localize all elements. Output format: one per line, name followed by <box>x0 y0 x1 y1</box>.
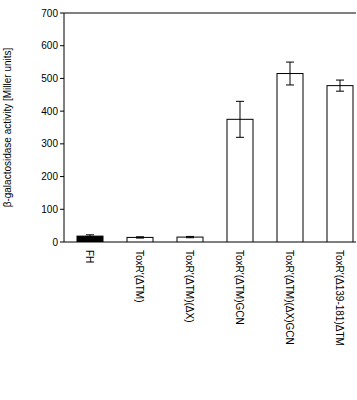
x-tick-label: ToxR'(Δ139-181)ΔTM <box>334 250 345 346</box>
error-cap <box>86 234 94 235</box>
x-tick-label: ToxR'(ΔTM)(ΔX)GCN <box>284 250 295 345</box>
y-tick-label: 400 <box>41 106 58 117</box>
x-axis <box>64 242 356 243</box>
y-tick <box>60 45 64 46</box>
x-tick-label: ToxR'(ΔTM) <box>134 250 145 302</box>
y-tick-label: 200 <box>41 171 58 182</box>
bar <box>127 237 153 242</box>
y-tick <box>60 209 64 210</box>
x-tick-label: ToxR'(ΔTM)GCN <box>234 250 245 325</box>
error-cap <box>186 237 194 238</box>
error-bar <box>286 62 294 85</box>
y-tick <box>60 176 64 177</box>
y-tick-label: 0 <box>52 237 58 248</box>
y-tick <box>60 143 64 144</box>
error-cap <box>186 236 194 237</box>
error-cap <box>336 80 344 81</box>
y-tick-label: 300 <box>41 138 58 149</box>
y-tick-label: 600 <box>41 40 58 51</box>
y-axis <box>64 13 65 242</box>
error-bar <box>236 101 244 137</box>
y-tick <box>60 242 64 243</box>
error-bar <box>136 237 144 238</box>
bars <box>77 62 353 242</box>
bar <box>327 86 353 242</box>
error-bar <box>336 80 344 91</box>
chart: β-galactosidase activity [Miller units] 0… <box>0 0 357 400</box>
error-cap <box>86 237 94 238</box>
error-cap <box>286 62 294 63</box>
bar <box>177 237 203 242</box>
bar <box>77 236 103 242</box>
top-frame <box>64 13 356 14</box>
y-axis-label: β-galactosidase activity [Miller units] <box>2 47 13 207</box>
error-cap <box>236 101 244 102</box>
bar <box>277 74 303 242</box>
error-cap <box>236 137 244 138</box>
error-cap <box>136 236 144 237</box>
error-cap <box>286 84 294 85</box>
error-cap <box>136 238 144 239</box>
error-line <box>240 101 241 137</box>
error-bar <box>186 236 194 237</box>
error-line <box>340 80 341 91</box>
bar <box>227 119 253 242</box>
error-line <box>290 62 291 85</box>
error-cap <box>336 91 344 92</box>
x-tick-label: FH <box>84 250 95 263</box>
y-tick <box>60 111 64 112</box>
y-tick-label: 500 <box>41 73 58 84</box>
error-bar <box>86 235 94 238</box>
y-tick-label: 700 <box>41 8 58 19</box>
x-tick-label: ToxR'(ΔTM)(ΔX) <box>184 250 195 322</box>
y-tick-label: 100 <box>41 204 58 215</box>
y-tick <box>60 13 64 14</box>
y-tick <box>60 78 64 79</box>
